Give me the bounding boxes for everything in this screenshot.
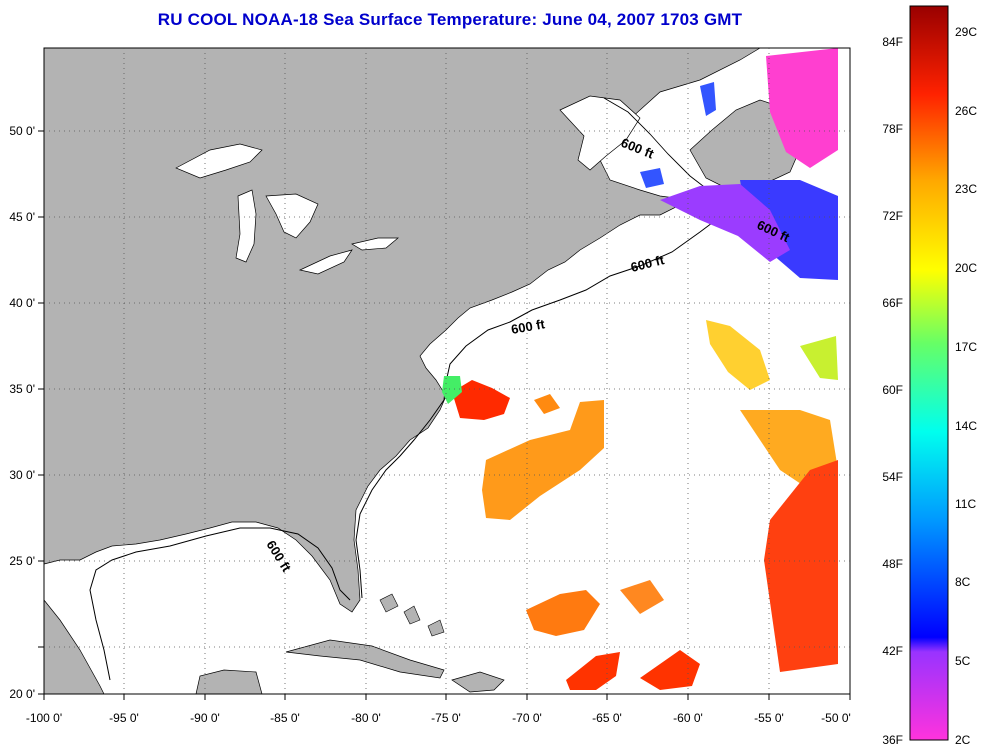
colorbar-f-label: 72F <box>882 209 903 223</box>
colorbar-f-label: 66F <box>882 296 903 310</box>
colorbar-c-label: 5C <box>955 654 971 668</box>
x-tick-label: -65 0' <box>592 711 622 725</box>
colorbar-c-label: 23C <box>955 182 977 196</box>
colorbar-c-label: 26C <box>955 104 977 118</box>
sst-patch-edge-green <box>442 376 462 404</box>
x-tick-label: -60 0' <box>673 711 703 725</box>
colorbar-c-label: 2C <box>955 733 971 747</box>
colorbar-c-label: 29C <box>955 25 977 39</box>
land-hispaniola <box>451 671 505 693</box>
colorbar-c-label: 17C <box>955 340 977 354</box>
colorbar-c-label: 14C <box>955 419 977 433</box>
colorbar-f-label: 60F <box>882 383 903 397</box>
colorbar-f-label: 78F <box>882 122 903 136</box>
colorbar-f-label: 84F <box>882 35 903 49</box>
axis-ticks <box>38 130 851 700</box>
colorbar-f-label: 54F <box>882 470 903 484</box>
y-tick-label: 50 0' <box>9 124 35 138</box>
sst-patch-far-east-orange <box>620 580 664 614</box>
sst-patch-southeast-red <box>764 460 838 672</box>
colorbar-c-label: 8C <box>955 575 971 589</box>
sst-patch-newfoundland-magenta <box>766 48 838 168</box>
x-tick-label: -55 0' <box>754 711 784 725</box>
lake-superior <box>175 143 263 179</box>
y-tick-label: 25 0' <box>9 554 35 568</box>
y-tick-label: 35 0' <box>9 382 35 396</box>
land-bahamas <box>379 593 445 637</box>
y-tick-label: 45 0' <box>9 210 35 224</box>
x-tick-label: -90 0' <box>190 711 220 725</box>
y-tick-label: 40 0' <box>9 296 35 310</box>
sst-patch-st-lawrence-blue <box>640 82 716 188</box>
sst-patch-shelf-purple <box>660 184 790 262</box>
x-tick-label: -85 0' <box>270 711 300 725</box>
colorbar-f-label: 42F <box>882 644 903 658</box>
x-tick-label: -80 0' <box>351 711 381 725</box>
x-axis-labels: -100 0' -95 0' -90 0' -85 0' -80 0' -75 … <box>26 711 851 725</box>
sst-patch-southwest-orange <box>526 590 600 636</box>
land-cuba <box>285 639 445 679</box>
x-tick-label: -70 0' <box>512 711 542 725</box>
colorbar-f-label: 48F <box>882 557 903 571</box>
isobath-gulf <box>89 527 351 681</box>
colorbar-celsius-labels: 29C 26C 23C 20C 17C 14C 11C 8C 5C 2C <box>955 25 977 747</box>
colorbar-c-label: 20C <box>955 261 977 275</box>
sst-patch-central-orange <box>482 400 604 520</box>
colorbar <box>909 5 949 741</box>
gulf-st-lawrence <box>559 95 641 171</box>
lake-huron <box>265 193 319 239</box>
lake-michigan <box>235 189 257 263</box>
lake-erie <box>298 249 353 275</box>
x-tick-label: -95 0' <box>109 711 139 725</box>
x-tick-label: -75 0' <box>431 711 461 725</box>
y-tick-label: 20 0' <box>9 687 35 701</box>
colorbar-c-label: 11C <box>955 497 976 511</box>
sst-patch-small-orange <box>534 394 560 414</box>
sst-patch-south-red <box>566 650 700 690</box>
sst-patch-east-green <box>800 336 838 380</box>
sst-patch-east-yellow <box>706 320 770 390</box>
plot-frame <box>43 47 851 695</box>
sst-patch-gulf-stream-red <box>452 380 510 420</box>
land-north-america <box>43 47 762 613</box>
y-axis-labels: 50 0' 45 0' 40 0' 35 0' 30 0' 25 0' 20 0… <box>9 124 35 701</box>
y-tick-label: 30 0' <box>9 468 35 482</box>
map-title: RU COOL NOAA-18 Sea Surface Temperature:… <box>157 10 743 29</box>
isobath-label: 600 ft <box>510 316 547 337</box>
x-tick-label: -100 0' <box>26 711 62 725</box>
colorbar-f-label: 36F <box>882 733 903 747</box>
isobath-atlantic <box>355 219 717 599</box>
sst-patch-labrador-blue <box>740 180 838 280</box>
colorbar-fahrenheit-labels: 84F 78F 72F 66F 60F 54F 48F 42F 36F <box>882 35 903 747</box>
x-tick-label: -50 0' <box>821 711 851 725</box>
lake-ontario <box>351 237 399 251</box>
